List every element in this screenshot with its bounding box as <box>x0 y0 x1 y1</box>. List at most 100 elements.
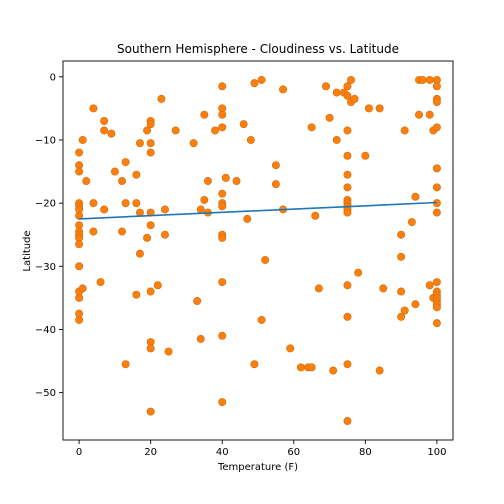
data-point <box>432 82 441 91</box>
data-point <box>354 268 363 277</box>
data-point <box>397 312 406 321</box>
data-point <box>118 177 127 186</box>
data-point <box>89 104 98 113</box>
data-point <box>78 284 87 293</box>
data-point <box>157 94 166 103</box>
data-point <box>135 249 144 258</box>
data-point <box>121 158 130 167</box>
data-point <box>400 306 409 315</box>
data-point <box>432 164 441 173</box>
data-point <box>146 344 155 353</box>
data-point <box>400 126 409 135</box>
data-point <box>146 139 155 148</box>
data-point <box>218 123 227 132</box>
data-point <box>118 227 127 236</box>
data-point <box>75 211 84 220</box>
chart-title: Southern Hemisphere - Cloudiness vs. Lat… <box>117 42 399 56</box>
data-point <box>153 281 162 290</box>
data-point <box>75 293 84 302</box>
data-point <box>110 167 119 176</box>
data-point <box>250 79 259 88</box>
data-point <box>100 117 109 126</box>
data-point <box>432 319 441 328</box>
x-tick-label: 20 <box>144 447 157 458</box>
data-point <box>279 85 288 94</box>
data-point <box>75 148 84 157</box>
data-point <box>218 189 227 198</box>
data-point <box>397 252 406 261</box>
data-point <box>82 177 91 186</box>
data-point <box>100 205 109 214</box>
x-tick-label: 80 <box>359 447 372 458</box>
plot-area <box>75 75 441 426</box>
data-point <box>271 180 280 189</box>
data-point <box>218 202 227 211</box>
data-point <box>343 82 352 91</box>
data-point <box>75 240 84 249</box>
data-point <box>432 183 441 192</box>
data-point <box>218 398 227 407</box>
data-point <box>146 287 155 296</box>
data-point <box>375 104 384 113</box>
y-tick-label: 0 <box>50 72 56 83</box>
data-point <box>132 199 141 208</box>
data-point <box>75 262 84 271</box>
data-point <box>239 120 248 129</box>
data-point <box>343 281 352 290</box>
data-point <box>343 208 352 217</box>
data-point <box>343 183 352 192</box>
data-point <box>146 407 155 416</box>
data-point <box>332 135 341 144</box>
data-point <box>432 208 441 217</box>
data-point <box>307 363 316 372</box>
x-tick-label: 0 <box>76 447 82 458</box>
data-point <box>196 205 205 214</box>
data-point <box>203 177 212 186</box>
data-point <box>221 173 230 182</box>
data-point <box>397 287 406 296</box>
data-point <box>189 139 198 148</box>
x-axis-label: Temperature (F) <box>217 462 298 473</box>
data-point <box>146 148 155 157</box>
data-point <box>364 104 373 113</box>
data-point <box>314 284 323 293</box>
data-point <box>218 82 227 91</box>
y-tick-label: −10 <box>35 135 56 146</box>
data-point <box>432 123 441 132</box>
axes: 0 20 40 60 80 100 0 −10 −20 −30 −40 −50 <box>35 60 454 458</box>
data-point <box>246 135 255 144</box>
data-point <box>146 221 155 230</box>
data-point <box>425 110 434 119</box>
data-point <box>343 126 352 135</box>
data-point <box>89 227 98 236</box>
data-point <box>343 91 352 100</box>
data-point <box>286 344 295 353</box>
y-tick-label: −20 <box>35 199 56 210</box>
data-point <box>193 297 202 306</box>
axes-frame <box>62 60 454 441</box>
data-point <box>143 126 152 135</box>
data-point <box>257 75 266 84</box>
data-point <box>343 360 352 369</box>
data-point <box>121 199 130 208</box>
data-point <box>121 360 130 369</box>
data-point <box>171 126 180 135</box>
data-point <box>75 167 84 176</box>
data-point <box>343 417 352 426</box>
data-point <box>107 129 116 138</box>
data-point <box>78 135 87 144</box>
data-point <box>432 98 441 107</box>
data-point <box>243 214 252 223</box>
data-point <box>100 126 109 135</box>
data-point <box>375 366 384 375</box>
data-point <box>432 278 441 287</box>
data-point <box>200 110 209 119</box>
data-point <box>307 123 316 132</box>
data-point <box>96 278 105 287</box>
y-tick-label: −40 <box>35 325 56 336</box>
data-point <box>160 205 169 214</box>
data-point <box>343 170 352 179</box>
data-point <box>411 300 420 309</box>
